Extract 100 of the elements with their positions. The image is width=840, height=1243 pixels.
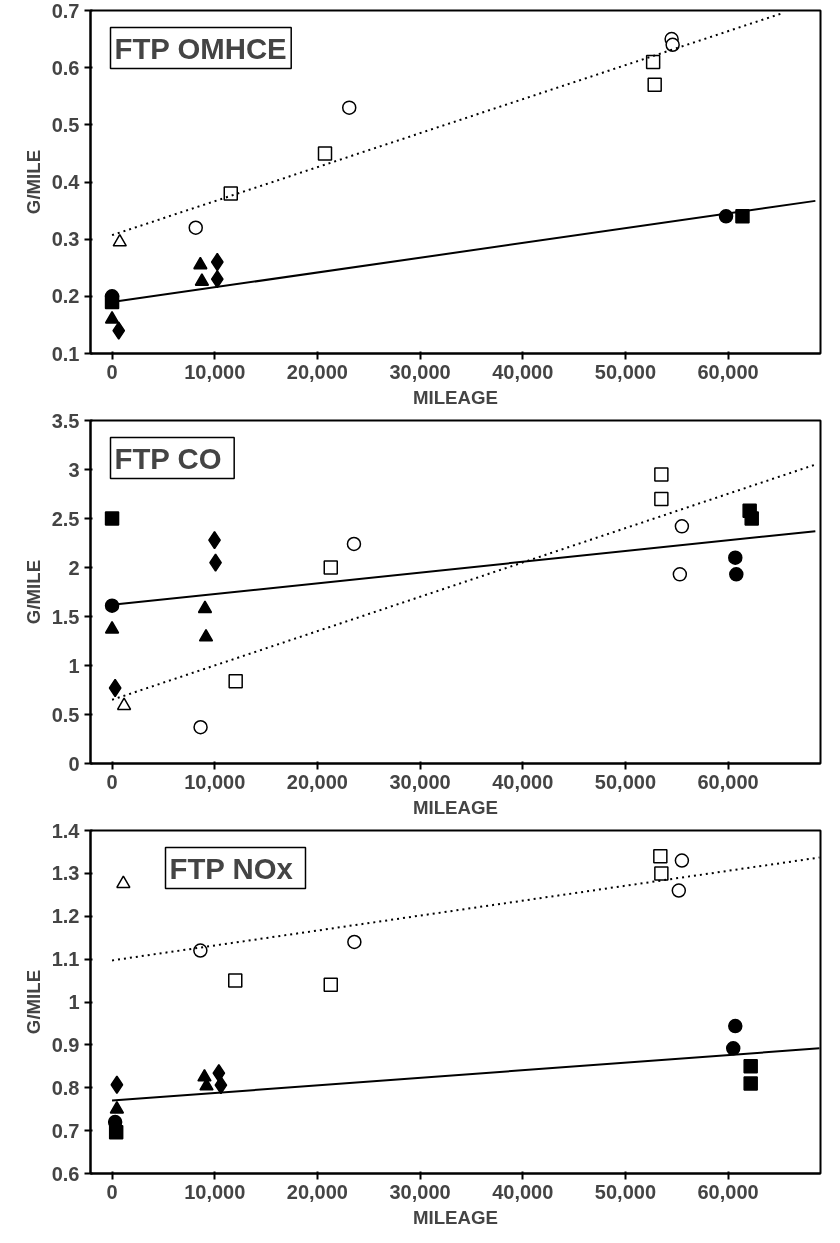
x-tick-label: 0 (106, 1180, 118, 1203)
x-tick-label: 0 (106, 360, 118, 383)
x-tick-label: 0 (106, 770, 118, 793)
y-tick-label: 0.6 (51, 1162, 80, 1185)
x-tick-label: 10,000 (184, 1180, 246, 1203)
point (210, 269, 224, 289)
x-tick-label: 50,000 (594, 360, 657, 383)
point (197, 600, 213, 614)
point (323, 560, 338, 575)
point (194, 273, 210, 286)
point (109, 1100, 125, 1114)
y-tick-label: 0.8 (51, 1076, 80, 1099)
x-tick-label: 40,000 (492, 360, 554, 383)
y-tick-label: 0.5 (51, 113, 80, 136)
x-tick-label: 20,000 (286, 360, 348, 383)
point (728, 550, 743, 565)
point (116, 875, 131, 889)
y-tick-label: 0.1 (51, 342, 80, 365)
point (116, 697, 132, 711)
x-tick-label: 20,000 (286, 770, 348, 793)
y-tick-label: 1.3 (51, 862, 80, 885)
x-tick-label: 50,000 (594, 1180, 657, 1203)
point (645, 54, 661, 70)
point (653, 848, 668, 864)
point (672, 567, 688, 582)
x-tick-label: 60,000 (697, 360, 759, 383)
y-tick-label: 2 (68, 556, 80, 579)
y-tick-label: 1.2 (51, 905, 80, 928)
y-tick-label: 0 (68, 752, 80, 775)
text: FTP OMHCE (114, 31, 287, 65)
point (110, 1075, 124, 1094)
text: FTP NOx (169, 851, 294, 885)
point (347, 934, 362, 950)
x-tick-label: 60,000 (697, 770, 759, 793)
y-tick-label: 0.7 (51, 1119, 80, 1142)
y-tick-label: 0.4 (51, 171, 81, 193)
y-tick-label: 0.2 (51, 285, 80, 308)
point (654, 491, 669, 507)
x-tick-label: 30,000 (389, 360, 451, 383)
x-axis-title: MILEAGE (413, 386, 498, 408)
text: FTP CO (114, 441, 222, 475)
point (323, 977, 338, 993)
point (725, 1041, 741, 1056)
y-tick-label: 1.4 (51, 819, 81, 842)
y-tick-label: 0.9 (51, 1033, 80, 1056)
y-tick-label: 0.5 (51, 703, 80, 726)
x-axis-title: MILEAGE (413, 1206, 498, 1228)
point (743, 1059, 758, 1074)
point (665, 37, 680, 53)
point (735, 209, 750, 224)
point (104, 511, 120, 526)
point (228, 673, 243, 689)
x-tick-label: 20,000 (286, 1180, 348, 1203)
point (223, 186, 238, 201)
point (317, 146, 333, 161)
point (654, 866, 669, 881)
x-tick-label: 10,000 (184, 360, 246, 383)
point (104, 310, 120, 324)
point (108, 678, 122, 698)
point (188, 220, 203, 235)
point (728, 1018, 743, 1034)
y-tick-label: 0.7 (51, 0, 80, 22)
y-tick-label: 0.6 (51, 56, 80, 79)
y-axis-title: G/MILE (22, 149, 44, 215)
y-tick-label: 1.1 (51, 948, 80, 971)
point (341, 100, 357, 115)
y-tick-label: 0.3 (51, 228, 80, 251)
y-tick-label: 3.5 (51, 409, 80, 432)
x-tick-label: 40,000 (492, 770, 554, 793)
point (671, 883, 687, 898)
y-tick-label: 1 (68, 991, 80, 1013)
point (647, 77, 662, 93)
y-tick-label: 1 (68, 654, 80, 677)
point (193, 720, 208, 735)
point (104, 598, 120, 613)
point (112, 321, 126, 340)
point (112, 233, 128, 247)
y-tick-label: 1.5 (51, 605, 80, 628)
point (193, 256, 208, 270)
y-tick-label: 2.5 (51, 507, 80, 530)
point (674, 853, 690, 868)
point (193, 943, 208, 958)
point (228, 973, 243, 988)
x-axis-title: MILEAGE (413, 796, 498, 818)
y-tick-label: 3 (68, 458, 80, 481)
point (744, 511, 759, 526)
y-axis-title: G/MILE (22, 559, 44, 625)
point (214, 1075, 228, 1095)
x-tick-label: 60,000 (697, 1180, 759, 1203)
x-tick-label: 30,000 (389, 770, 451, 793)
point (743, 1076, 758, 1091)
point (210, 252, 224, 272)
point (104, 620, 120, 634)
x-tick-label: 50,000 (594, 770, 657, 793)
y-axis-title: G/MILE (22, 969, 44, 1035)
point (729, 567, 744, 582)
point (654, 467, 669, 482)
x-tick-label: 30,000 (389, 1180, 451, 1203)
point (108, 1125, 124, 1140)
x-tick-label: 40,000 (492, 1180, 554, 1203)
